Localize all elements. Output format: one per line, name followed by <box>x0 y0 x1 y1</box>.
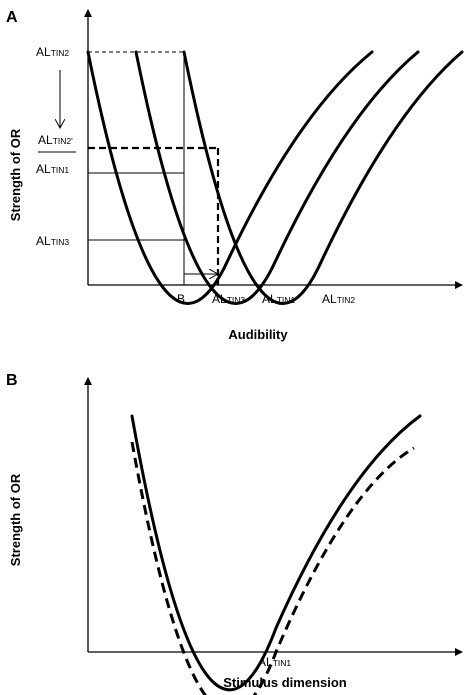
y-label-al-tin3: ALTIN3 <box>36 234 69 248</box>
panel-a-y-axis-title: Strength of OR <box>8 128 23 221</box>
curve-solid <box>130 414 422 692</box>
curve-dashed <box>130 441 415 695</box>
x-label-al-tin3: ALTIN3 <box>212 292 245 306</box>
panel-a-letter: A <box>6 9 18 26</box>
y-label-al-tin1: ALTIN1 <box>36 162 69 176</box>
curve-tin2 <box>182 50 464 305</box>
curve-tin3 <box>86 50 374 305</box>
panel-a: A Strength of OR Audibility ALTIN2 ALTIN… <box>6 9 464 342</box>
curve-tin1 <box>134 50 420 305</box>
x-label-b: B <box>177 292 185 306</box>
panel-b-x-axis-title: Stimulus dimension <box>223 675 347 690</box>
y-label-al-tin2: ALTIN2 <box>36 45 69 59</box>
y-label-al-tin2-prime: ALTIN2' <box>38 133 73 147</box>
x-label-al-tin2: ALTIN2 <box>322 292 355 306</box>
panel-b: B Strength of OR Stimulus dimension ALTI… <box>6 372 463 695</box>
panel-b-letter: B <box>6 372 18 389</box>
panel-a-x-axis-title: Audibility <box>228 327 288 342</box>
x-label-al-tin1: ALTIN1 <box>262 292 295 306</box>
panel-b-y-axis-title: Strength of OR <box>8 473 23 566</box>
panel-b-x-label-al-tin1: ALTIN1 <box>258 655 291 669</box>
